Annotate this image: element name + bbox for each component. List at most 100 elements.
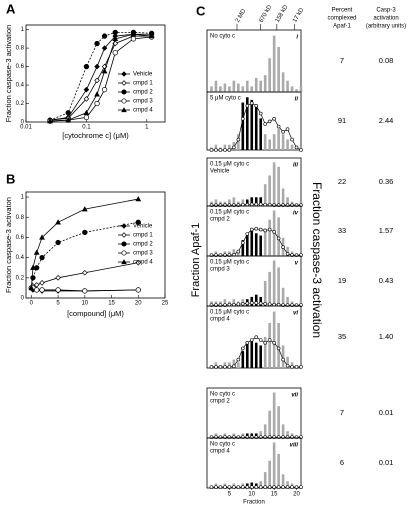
table-header: Casp-3 bbox=[376, 8, 396, 14]
bar bbox=[245, 97, 249, 150]
x-tick-label: 15 bbox=[271, 492, 278, 498]
table-cell: 7 bbox=[340, 408, 344, 417]
data-point bbox=[94, 63, 100, 70]
activation-point bbox=[276, 485, 281, 489]
activation-point bbox=[214, 365, 218, 369]
activation-point bbox=[285, 485, 290, 489]
activation-point bbox=[232, 145, 236, 150]
y-tick-label: 0.8 bbox=[16, 215, 25, 221]
bar bbox=[281, 424, 285, 438]
activation-point bbox=[263, 485, 267, 489]
x-tick-label: 1 bbox=[145, 125, 149, 131]
annotation: cmpd 4 bbox=[210, 449, 230, 455]
bar bbox=[263, 472, 267, 488]
activation-point bbox=[281, 357, 285, 362]
activation-point bbox=[223, 148, 227, 152]
data-point bbox=[112, 29, 118, 36]
bar bbox=[286, 80, 289, 92]
bar bbox=[232, 197, 236, 206]
activation-point bbox=[290, 365, 294, 369]
activation-point bbox=[276, 124, 281, 129]
activation-point bbox=[267, 119, 272, 124]
activation-point bbox=[299, 148, 303, 152]
bar bbox=[295, 89, 298, 92]
table-header: Percent bbox=[332, 8, 353, 14]
bar bbox=[263, 184, 267, 206]
activation-point bbox=[241, 117, 245, 121]
activation-point bbox=[281, 245, 285, 249]
annotation: 5 μM cyto c bbox=[210, 96, 241, 102]
activation-point bbox=[249, 301, 254, 305]
legend-label: cmpd 2 bbox=[133, 242, 153, 248]
bar bbox=[259, 80, 263, 92]
annotation: cmpd 2 bbox=[210, 217, 230, 223]
bar bbox=[250, 482, 254, 488]
bar bbox=[250, 99, 254, 150]
table-cell: 0.43 bbox=[379, 276, 394, 285]
data-point bbox=[39, 234, 45, 240]
legend-marker bbox=[121, 107, 127, 113]
table-cell: 33 bbox=[338, 226, 346, 235]
activation-point bbox=[218, 148, 223, 152]
data-point bbox=[83, 96, 90, 102]
activation-point bbox=[285, 363, 290, 368]
legend-marker bbox=[121, 98, 127, 104]
annotation: 0.15 μM cyto c bbox=[210, 310, 249, 316]
activation-point bbox=[254, 301, 259, 305]
x-axis-label: Fraction bbox=[243, 500, 265, 506]
bar bbox=[299, 86, 303, 92]
data-point bbox=[65, 110, 71, 116]
bar bbox=[259, 481, 263, 488]
data-point bbox=[81, 206, 88, 212]
activation-point bbox=[254, 485, 259, 489]
annotation: 0.15 μM cyto c bbox=[210, 162, 249, 168]
bar bbox=[214, 80, 218, 92]
activation-point bbox=[281, 485, 285, 489]
bar bbox=[268, 175, 271, 206]
bar bbox=[219, 86, 222, 92]
panel-letter: B bbox=[6, 171, 15, 186]
data-point bbox=[65, 117, 72, 123]
c-y2-label: Fraction caspase-3 activation bbox=[310, 182, 324, 338]
bar bbox=[214, 144, 218, 150]
activation-point bbox=[241, 485, 245, 489]
bar bbox=[254, 342, 258, 368]
data-point bbox=[39, 287, 45, 293]
bar bbox=[272, 260, 276, 306]
activation-point bbox=[232, 485, 236, 489]
bar bbox=[281, 345, 285, 368]
x-tick-label: 0 bbox=[30, 301, 34, 307]
activation-point bbox=[272, 230, 276, 234]
activation-point bbox=[232, 364, 236, 369]
activation-point bbox=[258, 485, 263, 489]
activation-point bbox=[272, 340, 276, 345]
data-point bbox=[55, 219, 61, 225]
activation-point bbox=[209, 485, 214, 489]
panel-letter: C bbox=[196, 3, 206, 18]
legend-marker bbox=[121, 232, 127, 238]
bar bbox=[259, 118, 263, 150]
annotation: No cyto c bbox=[210, 34, 235, 40]
data-point bbox=[39, 280, 45, 286]
activation-point bbox=[241, 346, 245, 351]
bar bbox=[237, 134, 240, 150]
legend-label: cmpd 2 bbox=[133, 90, 153, 96]
bar bbox=[263, 424, 267, 438]
table-cell: 91 bbox=[338, 116, 346, 125]
bar bbox=[241, 240, 245, 256]
bar bbox=[286, 296, 289, 306]
bar bbox=[259, 235, 263, 256]
data-point bbox=[30, 264, 36, 270]
x-tick-label: 25 bbox=[162, 301, 169, 307]
plot-frame bbox=[25, 191, 166, 299]
bar bbox=[259, 197, 263, 206]
table-cell: 19 bbox=[338, 276, 346, 285]
legend-label: cmpd 1 bbox=[133, 233, 153, 239]
bar bbox=[241, 102, 245, 150]
y-tick-label: 0.8 bbox=[16, 46, 25, 52]
subpanel-numeral: vi bbox=[293, 311, 298, 317]
bar bbox=[286, 197, 289, 206]
activation-point bbox=[245, 340, 250, 345]
series-line bbox=[49, 31, 152, 121]
table-cell: 35 bbox=[338, 332, 346, 341]
